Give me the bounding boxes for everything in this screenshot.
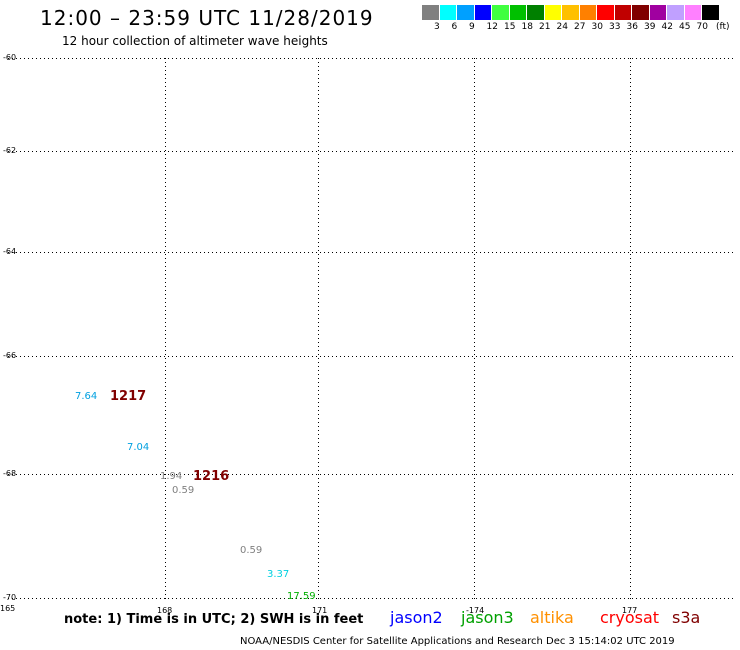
wave-height-value: 3.37	[267, 569, 290, 580]
units-note: note: 1) Time is in UTC; 2) SWH is in fe…	[64, 612, 364, 627]
colorbar-swatch	[597, 5, 615, 20]
latitude-label: -62	[3, 146, 17, 155]
colorbar-swatch	[474, 5, 492, 20]
colorbar-unit: (ft)	[716, 22, 730, 32]
colorbar-label: 39	[644, 22, 656, 32]
wave-height-value: 0.59	[240, 545, 263, 556]
colorbar-label: 12	[486, 22, 498, 32]
colorbar-swatch	[632, 5, 650, 20]
wave-height-value: 7.04	[127, 442, 150, 453]
colorbar-swatch	[649, 5, 667, 20]
latitude-label: -66	[3, 351, 17, 360]
longitude-label: 168	[157, 606, 173, 615]
colorbar-label: 33	[609, 22, 621, 32]
satellite-altika-label: altika	[530, 608, 574, 627]
credit-footer: NOAA/NESDIS Center for Satellite Applica…	[240, 636, 675, 647]
colorbar-swatch	[562, 5, 580, 20]
map-title: 12:00 – 23:59 UTC 11/28/2019	[40, 6, 374, 30]
colorbar-swatch	[527, 5, 545, 20]
longitude-label: 171	[312, 606, 328, 615]
colorbar-label: 3	[434, 22, 440, 32]
colorbar-label: 18	[521, 22, 533, 32]
colorbar-label: 30	[591, 22, 603, 32]
colorbar-swatch	[702, 5, 720, 20]
colorbar-label: 70	[696, 22, 708, 32]
longitude-label: 177	[622, 606, 638, 615]
colorbar-swatch	[544, 5, 562, 20]
latitude-label: -70	[3, 593, 17, 602]
colorbar-swatch	[579, 5, 597, 20]
pass-number: 1217	[110, 389, 147, 404]
longitude-label: 165	[0, 604, 16, 613]
colorbar-label: 27	[574, 22, 586, 32]
colorbar-label: 9	[469, 22, 475, 32]
colorbar-swatch	[614, 5, 632, 20]
colorbar-swatch	[492, 5, 510, 20]
pass-number: 1216	[193, 469, 230, 484]
colorbar-swatch	[422, 5, 440, 20]
colorbar-label: 6	[451, 22, 458, 32]
map-grid	[8, 58, 733, 601]
colorbar-label: 15	[504, 22, 516, 32]
colorbar-label: 42	[661, 22, 673, 32]
latitude-label: -68	[3, 469, 17, 478]
colorbar-swatch	[509, 5, 527, 20]
wave-height-colorbar	[422, 5, 720, 20]
satellite-jason2-label: jason2	[390, 608, 443, 627]
colorbar-label: 21	[539, 22, 551, 32]
colorbar-swatch	[667, 5, 685, 20]
longitude-label: -174	[466, 606, 485, 615]
colorbar-swatch	[457, 5, 475, 20]
map-subtitle: 12 hour collection of altimeter wave hei…	[62, 34, 328, 48]
satellite-jason3-label: jason3	[461, 608, 514, 627]
latitude-label: -60	[3, 53, 17, 62]
satellite-cryosat-label: cryosat	[600, 608, 660, 627]
wave-height-value: 17.59	[287, 591, 316, 602]
colorbar-swatch	[439, 5, 457, 20]
colorbar-swatch	[684, 5, 702, 20]
colorbar-label: 36	[626, 22, 638, 32]
wave-height-value: 1.94	[160, 471, 183, 482]
wave-height-value: 7.64	[75, 391, 98, 402]
satellite-s3a-label: s3a	[672, 608, 701, 627]
colorbar-label: 45	[679, 22, 691, 32]
colorbar-label: 24	[556, 22, 568, 32]
wave-height-value: 0.59	[172, 485, 195, 496]
latitude-label: -64	[3, 247, 17, 256]
